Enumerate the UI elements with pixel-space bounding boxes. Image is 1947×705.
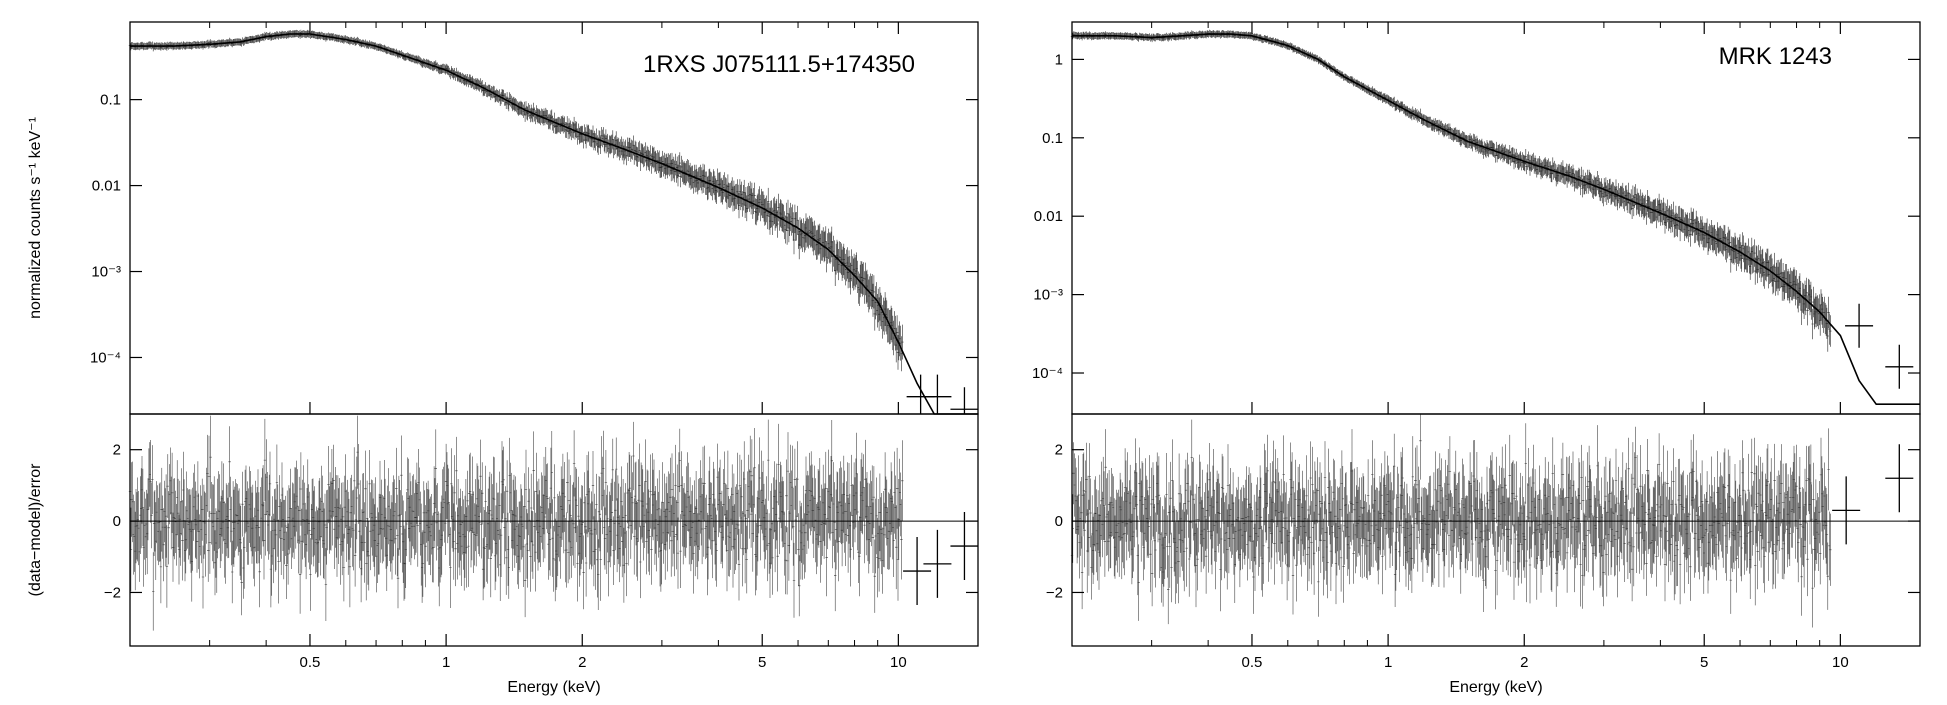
x-tick-label: 0.5 [300,654,321,671]
residual-data-point [923,529,952,598]
left-residual-ylabel: (data−model)/error [27,463,44,597]
right-panel: 0.5 1 2 5 10 10⁻⁴ 10⁻³ 0.01 0.1 1 −2 0 2 MRK 1243 En… [1032,21,1921,696]
right-panel-title: MRK 1243 [1719,43,1832,70]
y-tick-label: 1 [1055,51,1063,68]
residual-data-point [1832,476,1861,545]
left-residual-frame [129,413,979,647]
x-tick-label: 0.5 [1242,654,1263,671]
residual-y-tick-label: 2 [113,442,121,459]
y-tick-label: 10⁻³ [1033,287,1063,304]
spectrum-data-point [950,387,979,414]
x-tick-label: 10 [1832,654,1849,671]
x-tick-label: 1 [1384,654,1392,671]
spectrum-data-errorbars [128,29,904,372]
x-tick-label: 5 [758,654,766,671]
left-panel-title: 1RXS J075111.5+174350 [643,51,915,78]
y-tick-label: 0.1 [1042,130,1063,147]
x-tick-label: 2 [1520,654,1528,671]
residual-data-errorbars [1070,414,1832,628]
residual-y-tick-label: 0 [1055,513,1063,530]
y-tick-label: 0.01 [1034,208,1063,225]
spectrum-data-errorbars [1070,29,1832,352]
model-line [1072,33,1920,405]
x-tick-label: 5 [1700,654,1708,671]
spectrum-data-point [1885,344,1914,389]
left-spectrum-frame [129,21,979,415]
spectrum-data-point [1845,303,1874,348]
residual-data-point [903,537,932,606]
right-residual-frame [1071,413,1921,647]
right-residual-noise [1070,414,1832,628]
y-tick-label: 10⁻⁴ [90,349,121,366]
model-line [130,33,978,415]
left-marks: 0.5 1 2 5 10 10⁻⁴ 10⁻³ 0.01 0.1 −2 0 2 [90,22,979,671]
x-tick-label: 10 [890,654,907,671]
x-tick-label: 2 [578,654,586,671]
left-spectrum-ylabel: normalized counts s⁻¹ keV⁻¹ [27,117,44,319]
right-marks: 0.5 1 2 5 10 10⁻⁴ 10⁻³ 0.01 0.1 1 −2 0 2 [1032,22,1920,671]
residual-y-tick-label: 0 [113,513,121,530]
residual-data-point [950,512,979,581]
right-xlabel: Energy (keV) [1449,679,1542,696]
residual-data-point [1885,444,1914,513]
residual-y-tick-label: −2 [104,584,121,601]
x-tick-label: 1 [442,654,450,671]
right-spectrum-frame [1071,21,1921,415]
left-panel: 0.5 1 2 5 10 10⁻⁴ 10⁻³ 0.01 0.1 −2 0 2 1RXS J075111… [27,21,979,696]
left-spectrum-noise [128,29,904,372]
left-residual-noise [128,415,904,631]
spectrum-data-point [923,374,952,414]
y-tick-label: 0.1 [100,92,121,109]
residual-y-tick-label: −2 [1046,584,1063,601]
residual-data-errorbars [128,415,904,631]
y-tick-label: 10⁻³ [91,264,121,281]
left-xlabel: Energy (keV) [507,679,600,696]
y-tick-label: 10⁻⁴ [1032,365,1063,382]
y-tick-label: 0.01 [92,178,121,195]
residual-y-tick-label: 2 [1055,442,1063,459]
right-spectrum-noise [1070,29,1832,352]
